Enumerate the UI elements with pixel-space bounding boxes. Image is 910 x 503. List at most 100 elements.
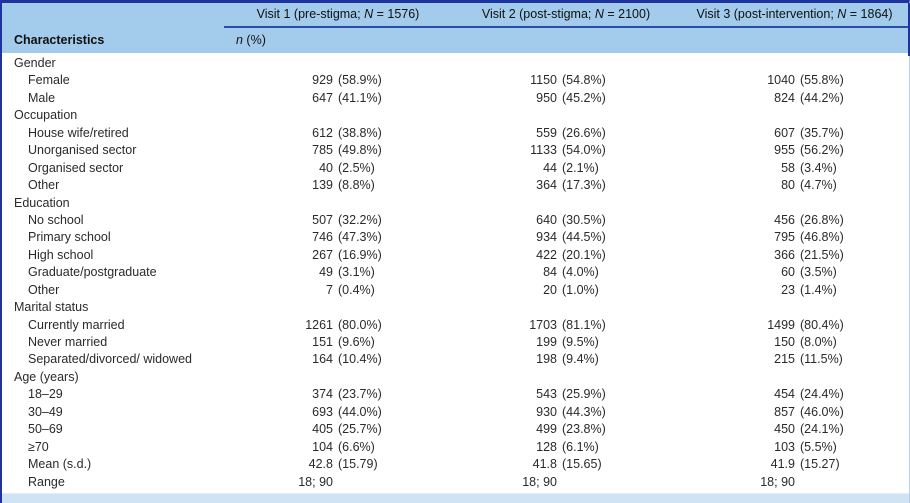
section-row: Education [2,195,909,212]
table-row: Primary school 746 (47.3%) 934 (44.5%) 795 (46… [2,229,909,246]
row-label: High school [28,247,94,262]
value-cell [680,299,909,316]
percent-value: (3.1%) [338,265,375,280]
characteristics-header: Characteristics [14,33,105,47]
value-cell: 60 (3.5%) [680,264,909,281]
count-value: 795 [774,230,795,245]
table-row: Male 647 (41.1%) 950 (45.2%) 824 (44.2%) [2,90,909,107]
percent-value: (15.79) [338,457,378,472]
value-cell [452,107,680,124]
percent-value: (6.6%) [338,439,375,454]
count-value: 930 [536,404,557,419]
count-value: 1150 [530,73,557,88]
table-row: 18–29 374 (23.7%) 543 (25.9%) 454 (24.4%) [2,386,909,403]
count-value [680,195,795,212]
row-label: Other [28,178,60,193]
row-label: 30–49 [28,404,63,419]
row-label: Male [28,90,56,105]
count-value [680,55,795,72]
row-label: Occupation [14,108,78,123]
count-value: 41.8 [532,457,557,472]
percent-value: (17.3%) [562,178,606,193]
value-cell: 164 (10.4%) [224,351,452,368]
section-row: Marital status [2,299,909,316]
table-row: Organised sector 40 (2.5%) 44 (2.1%) 58 (3.4%) [2,160,909,177]
count-value [224,195,333,212]
count-value: 60 [781,265,795,280]
value-cell: 795 (46.8%) [680,229,909,246]
value-cell: 857 (46.0%) [680,404,909,421]
percent-value: (54.8%) [562,73,606,88]
count-value: 104 [312,439,333,454]
percent-value: (26.8%) [800,212,844,227]
value-cell: 364 (17.3%) [452,177,680,194]
section-row: Occupation [2,107,909,124]
percent-value: (45.2%) [562,90,606,105]
row-label: Other [28,282,60,297]
percent-value: (24.1%) [800,422,844,437]
value-cell [452,369,680,386]
count-value: 215 [774,352,795,367]
value-cell: 450 (24.1%) [680,421,909,438]
value-cell: 1261 (80.0%) [224,317,452,334]
table-row: 50–69 405 (25.7%) 499 (23.8%) 450 (24.1%) [2,421,909,438]
value-cell: 103 (5.5%) [680,439,909,456]
value-cell [680,107,909,124]
percent-value: (38.8%) [338,125,382,140]
value-cell [680,369,909,386]
value-cell: 785 (49.8%) [224,142,452,159]
row-label: Organised sector [28,160,124,175]
table-row: Other 139 (8.8%) 364 (17.3%) 80 (4.7%) [2,177,909,194]
count-value [224,299,333,316]
count-value [452,107,557,124]
value-cell: 456 (26.8%) [680,212,909,229]
value-cell: 543 (25.9%) [452,386,680,403]
header-right-border [908,3,910,56]
value-cell: 930 (44.3%) [452,404,680,421]
count-value: 640 [536,212,557,227]
percent-value: (41.1%) [338,90,382,105]
value-cell: 44 (2.1%) [452,160,680,177]
count-value: 647 [312,90,333,105]
percent-value: (55.8%) [800,73,844,88]
count-value: 128 [536,439,557,454]
value-cell: 950 (45.2%) [452,90,680,107]
count-value: 199 [536,335,557,349]
count-value: 507 [312,212,333,227]
count-value: 49 [319,265,333,280]
subheader-spacer [680,28,909,53]
count-value: 612 [312,125,333,140]
count-value [680,369,795,386]
value-cell [452,195,680,212]
count-value: 955 [774,143,795,158]
count-value: 950 [536,90,557,105]
value-cell [224,55,452,72]
visit-header-row: Visit 1 (pre-stigma; N = 1576) Visit 2 (… [2,3,909,28]
count-value: 267 [312,247,333,262]
count-value [680,107,795,124]
value-cell: 18; 90 [452,474,680,491]
percent-value: (46.8%) [800,230,844,245]
value-cell: 1040 (55.8%) [680,72,909,89]
value-cell: 693 (44.0%) [224,404,452,421]
percent-value: (47.3%) [338,230,382,245]
table-row: Female 929 (58.9%) 1150 (54.8%) 1040 (55.8%) [2,72,909,89]
value-cell: 1499 (80.4%) [680,317,909,334]
table-row: Range 18; 90 18; 90 18; 90 [2,474,909,491]
percent-value: (49.8%) [338,143,382,158]
value-cell: 84 (4.0%) [452,264,680,281]
count-value [224,107,333,124]
footer-band [2,493,909,503]
value-cell: 746 (47.3%) [224,229,452,246]
percent-value: (80.0%) [338,317,382,332]
count-value: 1261 [305,317,333,332]
row-label: No school [28,212,84,227]
percent-value: (2.1%) [562,160,599,175]
visit-header-spacer [2,3,224,28]
value-cell: 7 (0.4%) [224,282,452,299]
value-cell: 18; 90 [680,474,909,491]
value-cell: 934 (44.5%) [452,229,680,246]
row-label: Mean (s.d.) [28,457,92,472]
value-cell: 198 (9.4%) [452,351,680,368]
